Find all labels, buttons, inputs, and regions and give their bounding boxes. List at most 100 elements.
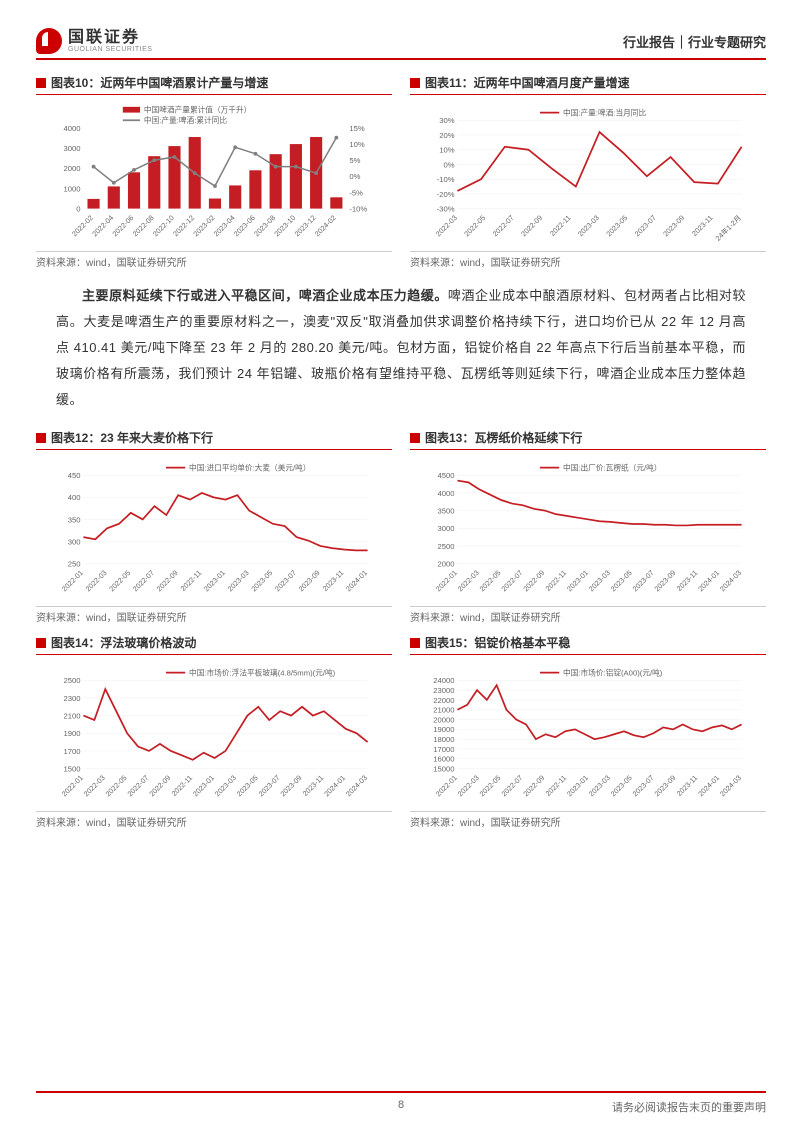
chart-11-svg: 中国:产量:啤酒:当月同比-30%-20%-10%0%10%20%30%2022… [412,103,764,247]
svg-text:2023-03: 2023-03 [576,213,601,238]
svg-text:2022-07: 2022-07 [491,213,516,238]
svg-text:20000: 20000 [433,715,454,724]
svg-text:2023-12: 2023-12 [293,213,318,238]
svg-text:1500: 1500 [63,764,80,773]
svg-text:1900: 1900 [63,729,80,738]
svg-text:2023-05: 2023-05 [609,568,634,593]
svg-text:中国:产量:啤酒:累计同比: 中国:产量:啤酒:累计同比 [144,115,227,125]
svg-text:2023-07: 2023-07 [631,773,656,798]
chart-11-source: 资料来源：wind，国联证券研究所 [410,251,766,269]
svg-text:2022-08: 2022-08 [131,213,156,238]
svg-text:2022-01: 2022-01 [434,568,459,593]
svg-text:中国:进口平均单价:大麦（美元/吨）: 中国:进口平均单价:大麦（美元/吨） [189,462,310,472]
chart-11-title: 图表11：近两年中国啤酒月度产量增速 [425,74,630,91]
svg-text:2022-06: 2022-06 [110,213,135,238]
svg-text:2023-07: 2023-07 [631,568,656,593]
svg-text:2024-01: 2024-01 [344,568,369,593]
svg-text:350: 350 [68,515,81,524]
svg-text:2022-11: 2022-11 [179,568,204,593]
svg-text:2022-04: 2022-04 [90,213,115,238]
chart-13-svg: 中国:出厂价:瓦楞纸（元/吨）2000250030003500400045002… [412,458,764,602]
svg-text:2022-03: 2022-03 [456,773,481,798]
svg-text:0: 0 [76,204,80,213]
svg-text:24000: 24000 [433,676,454,685]
svg-text:2022-07: 2022-07 [125,773,150,798]
svg-text:1700: 1700 [63,747,80,756]
svg-text:2023-05: 2023-05 [604,213,629,238]
svg-text:2023-04: 2023-04 [212,213,237,238]
svg-text:2024-03: 2024-03 [344,773,369,798]
company-logo: 国联证券 GUOLIAN SECURITIES [36,28,152,54]
svg-text:10%: 10% [439,146,455,155]
svg-text:2022-11: 2022-11 [544,773,569,798]
svg-text:18000: 18000 [433,735,454,744]
svg-text:20%: 20% [439,131,455,140]
svg-text:2023-08: 2023-08 [252,213,277,238]
svg-text:400: 400 [68,493,81,502]
svg-text:-5%: -5% [349,188,363,197]
svg-text:2000: 2000 [437,559,454,568]
svg-text:21000: 21000 [433,706,454,715]
svg-text:0%: 0% [443,160,454,169]
svg-text:2023-07: 2023-07 [257,773,282,798]
body-bold: 主要原料延续下行或进入平稳区间，啤酒企业成本压力趋缓。 [82,288,448,303]
svg-text:2000: 2000 [63,164,80,173]
svg-text:2022-10: 2022-10 [151,213,176,238]
svg-text:中国:产量:啤酒:当月同比: 中国:产量:啤酒:当月同比 [563,107,646,117]
svg-text:2300: 2300 [63,694,80,703]
svg-text:2023-02: 2023-02 [191,213,216,238]
svg-text:2100: 2100 [63,711,80,720]
logo-icon [36,28,62,54]
company-name-cn: 国联证券 [68,30,152,46]
svg-text:2023-11: 2023-11 [301,773,326,798]
svg-text:15000: 15000 [433,764,454,773]
svg-text:0%: 0% [349,172,360,181]
svg-text:-20%: -20% [437,190,455,199]
svg-text:2024-01: 2024-01 [696,568,721,593]
svg-text:15%: 15% [349,124,365,133]
svg-text:2022-12: 2022-12 [171,213,196,238]
chart-12-svg: 中国:进口平均单价:大麦（美元/吨）2503003504004502022-01… [38,458,390,602]
svg-text:16000: 16000 [433,755,454,764]
svg-text:19000: 19000 [433,725,454,734]
chart-10-source: 资料来源：wind，国联证券研究所 [36,251,392,269]
svg-text:30%: 30% [439,116,455,125]
svg-text:2022-03: 2022-03 [82,773,107,798]
svg-text:2024-03: 2024-03 [718,568,743,593]
svg-text:2022-05: 2022-05 [478,773,503,798]
svg-text:2024-02: 2024-02 [313,213,338,238]
svg-text:2022-09: 2022-09 [155,568,180,593]
chart-14-source: 资料来源：wind，国联证券研究所 [36,811,392,829]
svg-text:2022-05: 2022-05 [107,568,132,593]
chart-15-svg: 中国:市场价:铝锭(A00)(元/吨)150001600017000180001… [412,663,764,807]
svg-text:2022-02: 2022-02 [70,213,95,238]
svg-text:2023-09: 2023-09 [652,773,677,798]
svg-text:250: 250 [68,559,81,568]
svg-text:2500: 2500 [63,676,80,685]
svg-text:2023-05: 2023-05 [249,568,274,593]
svg-text:中国:市场价:浮法平板玻璃(4.8/5mm)(元/吨): 中国:市场价:浮法平板玻璃(4.8/5mm)(元/吨) [189,667,336,677]
body-rest: 啤酒企业成本中酿酒原材料、包材两者占比相对较高。大麦是啤酒生产的重要原材料之一，… [56,288,746,407]
svg-text:22000: 22000 [433,696,454,705]
svg-text:2022-03: 2022-03 [434,213,459,238]
svg-text:4000: 4000 [63,124,80,133]
footer-disclaimer: 请务必阅读报告末页的重要声明 [612,1099,766,1115]
svg-text:4000: 4000 [437,489,454,498]
svg-text:2022-05: 2022-05 [462,213,487,238]
svg-text:3000: 3000 [437,524,454,533]
chart-10-svg: 中国啤酒产量累计值（万千升）中国:产量:啤酒:累计同比0100020003000… [38,103,390,247]
chart-12: 图表12：23 年来大麦价格下行 中国:进口平均单价:大麦（美元/吨）25030… [36,429,392,624]
svg-text:3000: 3000 [63,144,80,153]
svg-text:2022-11: 2022-11 [544,568,569,593]
svg-text:2022-01: 2022-01 [60,773,85,798]
svg-text:2023-01: 2023-01 [191,773,216,798]
svg-text:2024-03: 2024-03 [718,773,743,798]
page-footer: 8 请务必阅读报告末页的重要声明 [36,1091,766,1115]
svg-text:2023-09: 2023-09 [278,773,303,798]
svg-text:2022-09: 2022-09 [519,213,544,238]
report-category: 行业报告｜行业专题研究 [623,32,766,51]
svg-text:2023-01: 2023-01 [565,568,590,593]
svg-text:2022-01: 2022-01 [60,568,85,593]
svg-text:2022-09: 2022-09 [147,773,172,798]
svg-text:2500: 2500 [437,542,454,551]
